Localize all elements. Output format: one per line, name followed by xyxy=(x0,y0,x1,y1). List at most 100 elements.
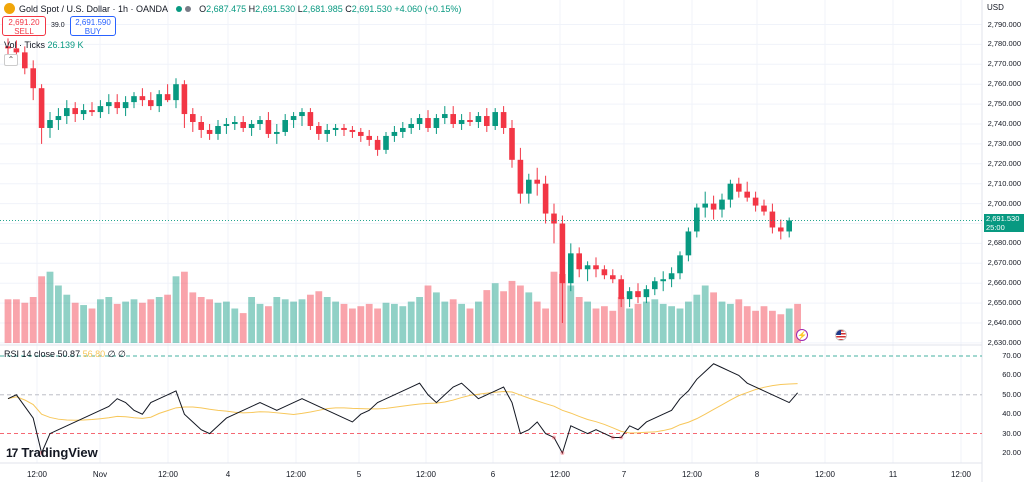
event-lightning-icon[interactable]: ⚡ xyxy=(796,329,808,341)
us-flag-event-icon[interactable] xyxy=(835,329,847,341)
volume-bar xyxy=(508,280,516,343)
volume-bar xyxy=(290,301,297,343)
time-tick-label: 4 xyxy=(225,470,231,479)
candle-body xyxy=(106,102,112,107)
rsi-oversold-mark xyxy=(39,451,44,455)
sell-button[interactable]: 2,691.20 SELL xyxy=(2,16,46,36)
candle-body xyxy=(290,116,297,121)
rsi-tick-label: 60.00 xyxy=(1002,370,1021,380)
rsi-legend[interactable]: RSI 14 close 50.87 56.80 ∅ ∅ xyxy=(4,349,126,360)
symbol-legend: Gold Spot / U.S. Dollar · 1h · OANDA O2,… xyxy=(4,3,461,14)
volume-bar xyxy=(374,308,381,343)
volume-bar xyxy=(248,297,255,343)
candle-body xyxy=(727,183,734,200)
candle-body xyxy=(299,112,305,117)
status-dot-icon xyxy=(185,5,192,12)
candle-body xyxy=(332,127,339,130)
volume-bar xyxy=(4,299,12,343)
rsi-tick-label: 50.00 xyxy=(1002,389,1021,399)
spread-value: 39.0 xyxy=(51,22,65,29)
volume-bar xyxy=(475,301,482,343)
price-tick-label: 2,770.000 xyxy=(987,59,1021,69)
candle-body xyxy=(442,114,448,119)
buy-button[interactable]: 2,691.590 BUY xyxy=(70,16,116,36)
volume-bar xyxy=(407,301,415,343)
volume-bar xyxy=(483,290,491,343)
candle-body xyxy=(324,129,330,134)
currency-label[interactable]: USD xyxy=(987,3,1004,12)
candle-body xyxy=(467,120,473,123)
high-label: H xyxy=(248,3,256,14)
candle-body xyxy=(568,253,574,284)
candle-body xyxy=(752,197,759,206)
volume-bar xyxy=(634,303,642,343)
candle-body xyxy=(551,213,557,224)
candle-body xyxy=(542,183,549,214)
volume-bar xyxy=(340,303,348,343)
candle-body xyxy=(383,135,389,150)
candle-body xyxy=(677,255,683,274)
candle-body xyxy=(114,102,120,109)
volume-bar xyxy=(735,299,743,343)
buy-label: BUY xyxy=(84,27,102,36)
price-tick-label: 2,640.000 xyxy=(987,318,1021,327)
close-value: 2,691.530 xyxy=(351,3,392,14)
volume-bar xyxy=(365,303,373,343)
candle-body xyxy=(450,114,456,124)
price-tick-label: 2,740.000 xyxy=(987,119,1021,128)
last-price-tag: 2,691.530 25:00 xyxy=(984,214,1024,232)
candle-body xyxy=(148,100,154,107)
tradingview-logo[interactable]: 17 TradingView xyxy=(6,445,98,460)
volume-bar xyxy=(71,302,79,343)
candle-body xyxy=(131,96,137,103)
rsi-line xyxy=(7,363,798,455)
volume-bar xyxy=(567,285,575,343)
candle-body xyxy=(198,122,204,130)
volume-bar xyxy=(601,306,608,343)
volume-bar xyxy=(164,294,171,343)
candle-body xyxy=(643,289,650,298)
time-tick-label: 11 xyxy=(888,470,898,479)
rsi-oversold-mark xyxy=(619,435,624,440)
time-tick-label: 12:00 xyxy=(285,470,307,479)
candle-body xyxy=(425,118,431,128)
symbol-title[interactable]: Gold Spot / U.S. Dollar · 1h · OANDA xyxy=(19,3,169,14)
candle-body xyxy=(265,120,272,134)
candle-body xyxy=(72,108,78,115)
candle-body xyxy=(769,211,776,228)
volume-bar xyxy=(517,285,524,343)
volume-bar xyxy=(659,303,667,343)
candle-body xyxy=(173,84,179,101)
volume-bar xyxy=(491,283,499,343)
sell-price: 2,691.20 xyxy=(8,18,40,27)
volume-legend[interactable]: Vol · Ticks 26.139 K xyxy=(4,40,84,50)
candle-body xyxy=(97,106,104,113)
volume-bar xyxy=(189,292,197,343)
candle-body xyxy=(584,265,591,270)
rsi-tick-label: 30.00 xyxy=(1002,428,1021,438)
candle-body xyxy=(206,129,213,134)
volume-bar xyxy=(718,301,726,343)
volume-bar xyxy=(357,306,365,343)
volume-bar xyxy=(433,292,440,343)
volume-bar xyxy=(349,308,356,343)
candle-body xyxy=(710,203,717,210)
candle-body xyxy=(282,120,288,132)
candle-body xyxy=(215,125,221,134)
low-value: 2,681.985 xyxy=(302,3,343,14)
price-tick-label: 2,750.000 xyxy=(987,99,1021,109)
volume-legend-value: 26.139 K xyxy=(47,40,84,50)
candle-body xyxy=(190,114,196,123)
candle-body xyxy=(559,223,566,284)
candle-body xyxy=(484,116,490,126)
candle-body xyxy=(38,88,45,128)
collapse-legend-button[interactable]: ⌃ xyxy=(4,54,18,66)
candle-body xyxy=(694,207,700,232)
volume-bar xyxy=(21,302,29,343)
candle-body xyxy=(400,127,406,132)
candle-body xyxy=(307,112,314,126)
candle-body xyxy=(64,108,70,117)
time-tick-label: 6 xyxy=(490,470,496,479)
volume-bar xyxy=(391,303,398,343)
